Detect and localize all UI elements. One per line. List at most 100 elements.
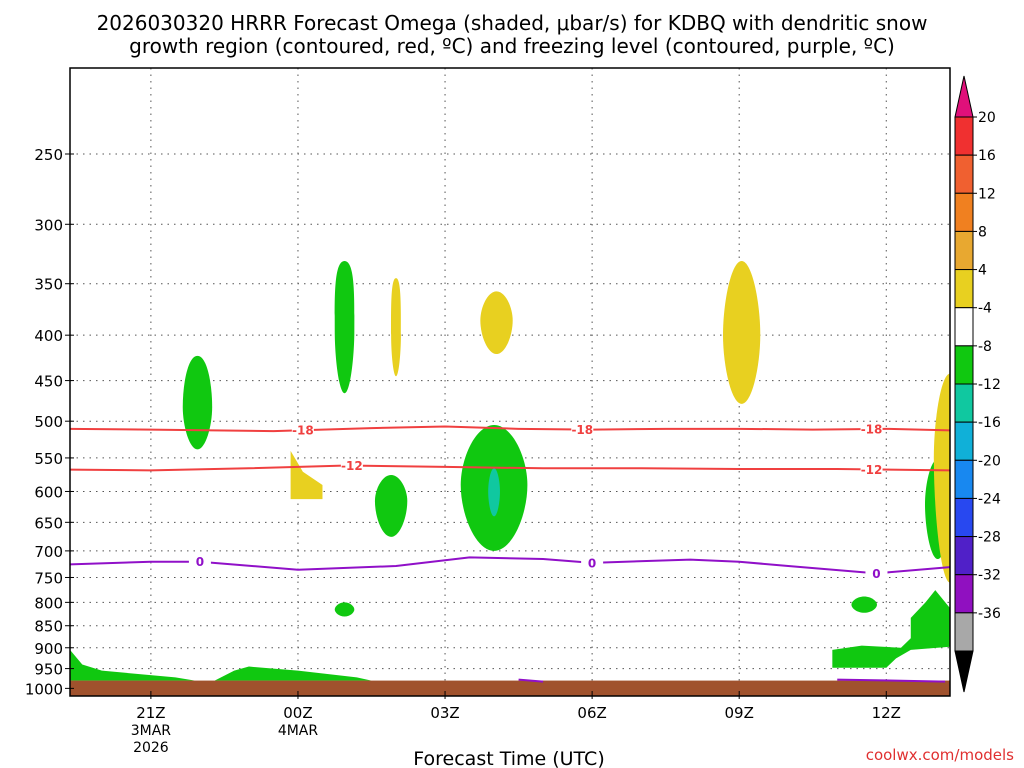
contour-label-bg [860, 462, 883, 477]
x-tick-label: 12Z [872, 704, 901, 722]
colorbar-segment [954, 574, 974, 614]
contour-line-dgz-minus12 [70, 464, 950, 472]
freezing-level-ground-segment [837, 678, 946, 683]
colorbar-top-arrow [954, 75, 974, 118]
contour-label-bg [581, 555, 604, 570]
y-tick-label: 450 [34, 373, 63, 391]
contour-label: -12 [341, 459, 363, 473]
contour-label: -18 [571, 423, 593, 437]
colorbar-label: -4 [978, 301, 992, 317]
omega-shaded-region [832, 638, 950, 668]
y-tick-label: 350 [34, 276, 63, 294]
contour-label-bg [188, 554, 211, 569]
y-tick-label: 500 [34, 413, 63, 431]
y-tick-label: 900 [34, 640, 63, 658]
colorbar-segment [954, 421, 974, 461]
chart-title-line-2: growth region (contoured, red, ºC) and f… [129, 34, 895, 58]
colorbar-label: -24 [978, 491, 1001, 507]
y-tick-label: 700 [34, 543, 63, 561]
omega-shaded-region [933, 373, 950, 583]
y-tick-label: 850 [34, 618, 63, 636]
y-tick-label: 550 [34, 450, 63, 468]
x-tick-label: 06Z [577, 704, 606, 722]
colorbar-segment [954, 269, 974, 309]
y-tick-label: 1000 [25, 680, 63, 698]
colorbar-label: -8 [978, 339, 992, 355]
x-tick-label: 21Z [136, 704, 165, 722]
colorbar-segment [954, 116, 974, 156]
colorbar-segment [954, 612, 974, 652]
omega-shaded-region [334, 602, 355, 617]
colorbar: 20 16 12 8 4 -4 -8 -12 -16 -20 -24 -28 -32 -36 [954, 75, 1001, 693]
y-tick-label: 250 [34, 146, 63, 164]
colorbar-segment [954, 497, 974, 538]
y-tick-label: 400 [34, 327, 63, 345]
colorbar-label: 20 [978, 110, 996, 126]
contour-label-bg [860, 421, 883, 436]
omega-shaded-region [851, 596, 877, 613]
axes: 250 300 350 400 450 500 550 600 650 700 750 800 850 9… [25, 67, 951, 756]
plot-clip-group: -18 -18 -18 -12 -12 0 0 0 [70, 68, 950, 696]
colorbar-segment [954, 383, 974, 423]
y-tick-label: 650 [34, 514, 63, 532]
omega-shaded-region [480, 291, 513, 354]
colorbar-segment [954, 345, 974, 385]
contour-label-bg [571, 422, 594, 437]
colorbar-bottom-arrow [954, 650, 974, 693]
y-tick-label: 300 [34, 216, 63, 234]
y-tick-label: 800 [34, 594, 63, 612]
y-tick-label: 750 [34, 569, 63, 587]
omega-shaded-region [374, 475, 408, 537]
ground-below-surface [70, 680, 950, 696]
colorbar-segment [954, 459, 974, 499]
colorbar-segment [954, 230, 974, 271]
contour-label: -12 [861, 463, 883, 477]
colorbar-segment [954, 307, 974, 347]
credit-text: coolwx.com/models [866, 746, 1014, 764]
colorbar-label: 12 [978, 186, 996, 202]
chart-title-line-1: 2026030320 HRRR Forecast Omega (shaded, … [97, 11, 928, 35]
omega-shaded-region [723, 261, 761, 404]
colorbar-label: -28 [978, 530, 1001, 546]
omega-shaded-region [334, 261, 355, 394]
colorbar-segment [954, 536, 974, 576]
omega-shaded-region [214, 666, 372, 681]
contour-line-dgz-minus18 [70, 425, 950, 433]
colorbar-label: 16 [978, 148, 996, 164]
colorbar-label: -36 [978, 606, 1001, 622]
plot-area: -18 -18 -18 -12 -12 0 0 0 [70, 68, 950, 696]
colorbar-label: -32 [978, 568, 1001, 584]
omega-shaded-region [391, 278, 401, 377]
omega-shaded-region [182, 355, 213, 450]
x-tick-label: 00Z [283, 704, 312, 722]
contour-label: 0 [196, 555, 204, 569]
contour-label: -18 [292, 424, 314, 438]
x-tick-label: 09Z [725, 704, 754, 722]
x-tick-label: 3MAR [131, 723, 172, 739]
colorbar-label: 4 [978, 263, 987, 279]
x-tick-label: 03Z [430, 704, 459, 722]
x-axis-label: Forecast Time (UTC) [413, 748, 604, 768]
colorbar-label: -20 [978, 453, 1001, 469]
contour-label: 0 [872, 567, 880, 581]
colorbar-label: 8 [978, 224, 987, 240]
contour-label-bg [340, 458, 363, 473]
omega-shaded-region [70, 649, 196, 681]
plot-frame [69, 67, 951, 697]
x-tick-label: 4MAR [278, 723, 319, 739]
y-tick-label: 950 [34, 661, 63, 679]
omega-shaded-region [488, 468, 500, 517]
x-tick-label: 2026 [133, 740, 169, 756]
colorbar-label: -12 [978, 377, 1001, 393]
freezing-level-ground-segment [518, 678, 544, 683]
contour-label-bg [865, 566, 888, 581]
contour-label-bg [291, 423, 314, 438]
contour-label: -18 [861, 422, 883, 436]
colorbar-segment [954, 192, 974, 232]
y-tick-label: 600 [34, 483, 63, 501]
colorbar-label: -16 [978, 415, 1001, 431]
omega-shaded-region [910, 590, 950, 640]
omega-shaded-region [290, 450, 323, 500]
contour-label: 0 [588, 556, 596, 570]
